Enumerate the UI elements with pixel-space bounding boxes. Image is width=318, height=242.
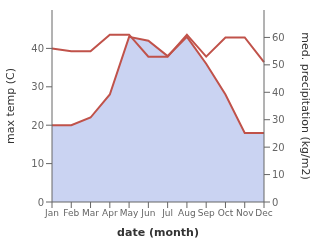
svg-text:May: May [120,208,139,218]
svg-text:Sep: Sep [198,208,215,218]
svg-text:Jan: Jan [44,208,59,218]
svg-text:Jul: Jul [161,208,173,218]
svg-text:date (month): date (month) [117,226,199,239]
svg-text:Nov: Nov [236,208,254,218]
svg-text:60: 60 [272,32,285,43]
svg-text:10: 10 [272,169,285,180]
svg-text:50: 50 [272,59,285,70]
svg-text:Feb: Feb [63,208,79,218]
svg-text:max temp (C): max temp (C) [8,68,17,144]
svg-text:Mar: Mar [82,208,99,218]
svg-text:Oct: Oct [218,208,234,218]
svg-text:Jun: Jun [140,208,155,218]
svg-text:Aug: Aug [178,208,196,218]
svg-text:20: 20 [31,120,44,131]
svg-text:10: 10 [31,158,44,169]
svg-text:40: 40 [31,43,44,54]
svg-text:0: 0 [272,197,278,208]
svg-text:30: 30 [31,81,44,92]
svg-text:40: 40 [272,87,285,98]
svg-text:20: 20 [272,142,285,153]
svg-text:med. precipitation (kg/m2): med. precipitation (kg/m2) [299,32,310,180]
svg-text:0: 0 [38,197,44,208]
svg-text:30: 30 [272,114,285,125]
svg-text:Dec: Dec [255,208,272,218]
svg-text:Apr: Apr [102,208,118,218]
